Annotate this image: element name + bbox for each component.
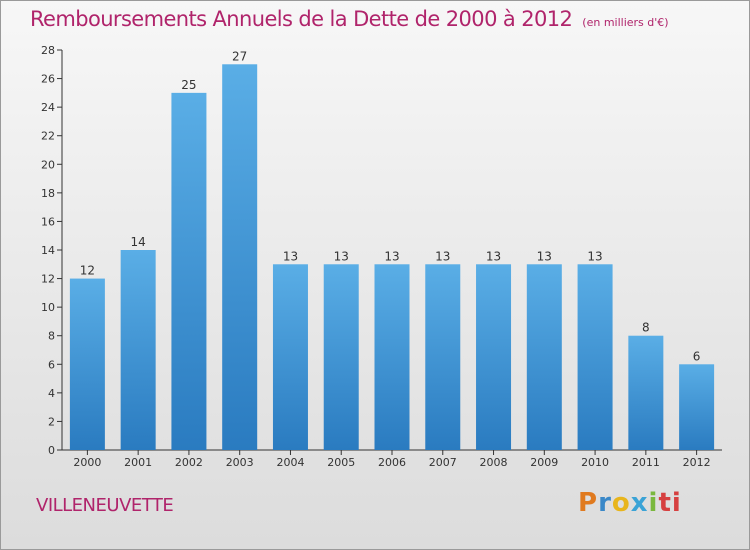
value-label: 13 xyxy=(486,249,501,263)
x-tick-label: 2008 xyxy=(480,456,508,469)
bar xyxy=(272,264,308,450)
y-tick-label: 6 xyxy=(48,358,55,371)
value-label: 13 xyxy=(587,249,602,263)
y-tick-label: 24 xyxy=(41,101,55,114)
chart-unit: (en milliers d'€) xyxy=(582,16,669,29)
value-label: 25 xyxy=(181,78,196,92)
x-tick-label: 2003 xyxy=(226,456,254,469)
value-label: 12 xyxy=(80,264,95,278)
x-tick-label: 2010 xyxy=(581,456,609,469)
chart-title: Remboursements Annuels de la Dette de 20… xyxy=(30,7,669,31)
y-tick-label: 16 xyxy=(41,215,55,228)
value-label: 8 xyxy=(642,321,650,335)
bar xyxy=(171,92,207,450)
x-tick-label: 2012 xyxy=(683,456,711,469)
value-label: 13 xyxy=(384,249,399,263)
y-tick-label: 22 xyxy=(41,130,55,143)
y-tick-label: 8 xyxy=(48,330,55,343)
y-tick-label: 4 xyxy=(48,387,55,400)
logo-letter: o xyxy=(611,488,631,518)
chart-title-text: Remboursements Annuels de la Dette de 20… xyxy=(30,7,573,31)
y-tick-label: 26 xyxy=(41,73,55,86)
bar xyxy=(476,264,512,450)
x-tick-label: 2000 xyxy=(73,456,101,469)
bar xyxy=(679,364,715,450)
bar xyxy=(577,264,613,450)
x-tick-label: 2005 xyxy=(327,456,355,469)
y-tick-label: 20 xyxy=(41,158,55,171)
value-label: 13 xyxy=(283,249,298,263)
value-label: 6 xyxy=(693,349,701,363)
city-name: VILLENEUVETTE xyxy=(36,495,174,516)
y-tick-label: 2 xyxy=(48,415,55,428)
x-tick-label: 2001 xyxy=(124,456,152,469)
value-label: 13 xyxy=(334,249,349,263)
y-tick-label: 18 xyxy=(41,187,55,200)
y-tick-label: 28 xyxy=(41,44,55,57)
x-tick-label: 2004 xyxy=(276,456,304,469)
labels: 12 2000 14 2001 25 2002 27 2003 13 2004 13 2005 13 20… xyxy=(73,49,710,469)
bar xyxy=(425,264,461,450)
value-label: 27 xyxy=(232,49,247,63)
x-tick-label: 2011 xyxy=(632,456,660,469)
y-tick-label: 0 xyxy=(48,444,55,457)
bars xyxy=(69,64,715,451)
x-tick-label: 2007 xyxy=(429,456,457,469)
logo-letter: i xyxy=(648,488,659,518)
bar xyxy=(323,264,359,450)
logo-letter: x xyxy=(630,488,649,518)
bar xyxy=(628,335,664,450)
x-tick-label: 2002 xyxy=(175,456,203,469)
bar xyxy=(526,264,562,450)
logo-letter: r xyxy=(598,488,612,518)
x-tick-label: 2009 xyxy=(530,456,558,469)
proxiti-logo: Proxiti xyxy=(578,488,682,518)
y-tick-label: 14 xyxy=(41,244,55,257)
bar xyxy=(374,264,410,450)
x-tick-label: 2006 xyxy=(378,456,406,469)
logo-letter: P xyxy=(578,488,599,518)
value-label: 13 xyxy=(537,249,552,263)
y-tick-label: 12 xyxy=(41,273,55,286)
value-label: 13 xyxy=(435,249,450,263)
y-tick-label: 10 xyxy=(41,301,55,314)
value-label: 14 xyxy=(131,235,146,249)
logo-letter: ti xyxy=(658,488,682,518)
bar xyxy=(69,278,105,450)
bar xyxy=(120,250,156,450)
bar xyxy=(222,64,258,451)
